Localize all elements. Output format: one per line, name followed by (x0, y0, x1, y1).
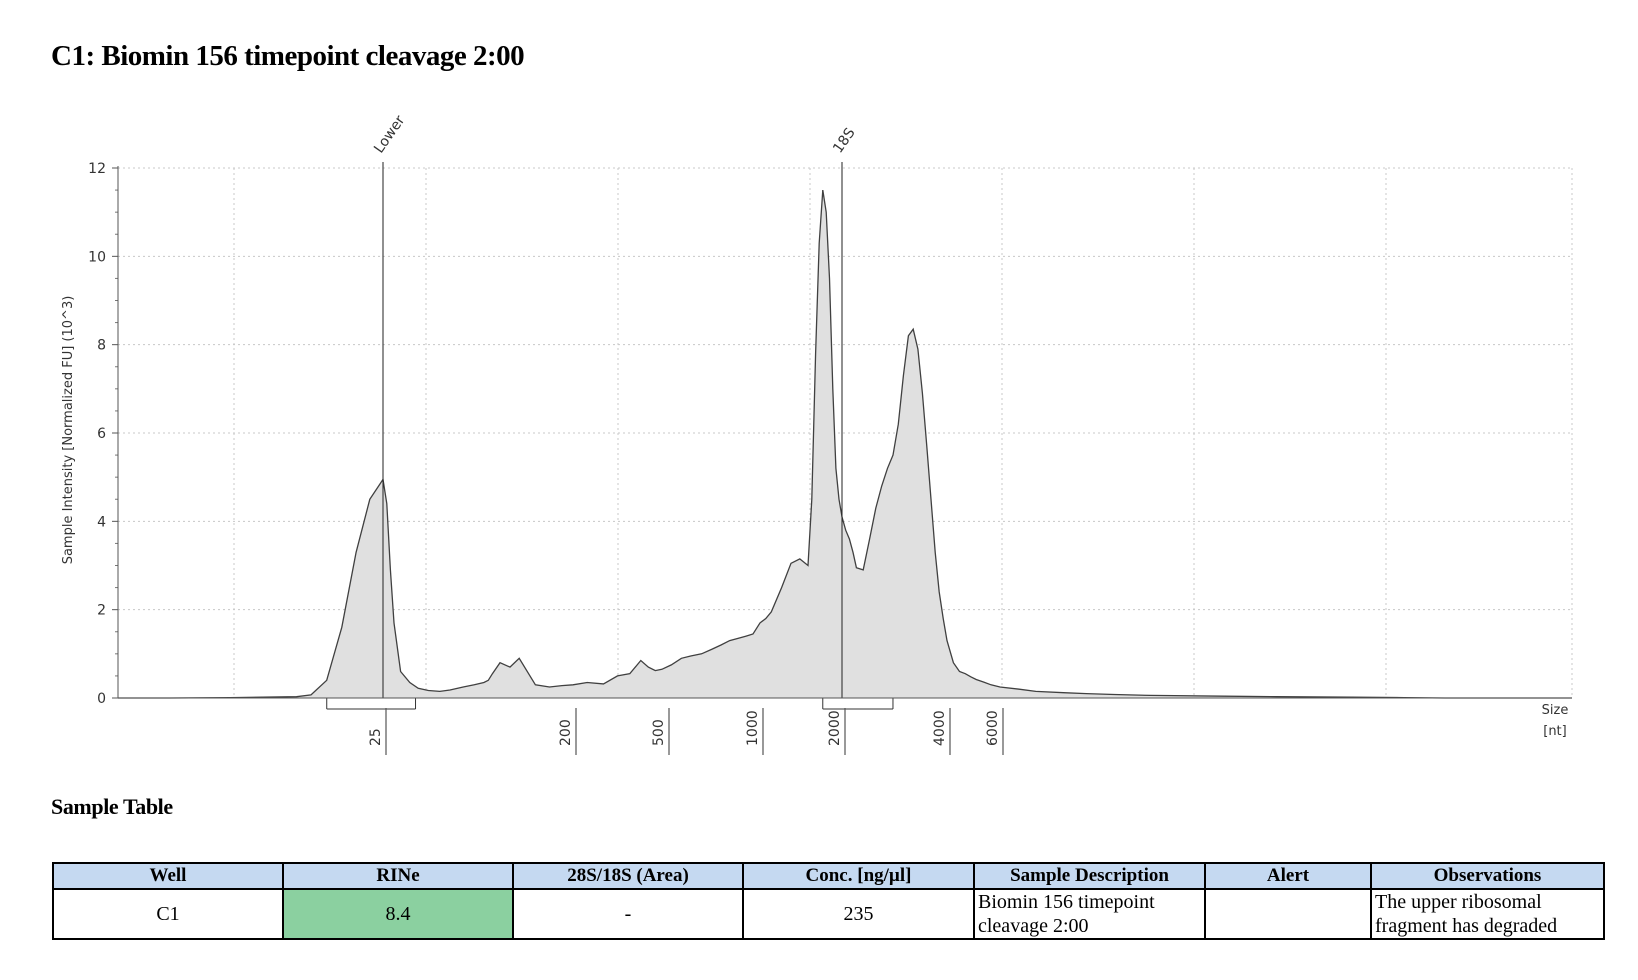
y-axis-label: Sample Intensity [Normalized FU] (10^3) (61, 296, 76, 565)
col-header-rine: RINe (282, 862, 514, 890)
x-axis-label-line-1: Size (1542, 703, 1569, 718)
x-tick-label: 200 (558, 719, 574, 746)
trace-line (118, 190, 1572, 699)
col-header-conc: Conc. [ng/µl] (742, 862, 975, 890)
x-tick-label: 25 (368, 728, 384, 746)
y-tick-label: 4 (97, 514, 106, 530)
description-line-2: cleavage 2:00 (978, 915, 1089, 937)
cell-ratio: - (512, 888, 744, 940)
cell-conc: 235 (742, 888, 975, 940)
page-title: C1: Biomin 156 timepoint cleavage 2:00 (51, 40, 525, 72)
peak-label: 18S (830, 125, 858, 156)
cell-description: Biomin 156 timepoint cleavage 2:00 (973, 888, 1206, 940)
peak-label: Lower (371, 113, 408, 157)
x-tick-label: 2000 (827, 710, 843, 746)
x-axis-label-line-2: [nt] (1543, 724, 1566, 739)
description-line-1: Biomin 156 timepoint (978, 891, 1155, 913)
x-tick-label: 4000 (932, 710, 948, 746)
cell-observations: The upper ribosomal fragment has degraded (1370, 888, 1605, 940)
x-tick-label: 500 (651, 719, 667, 746)
y-tick-label: 6 (97, 426, 106, 442)
col-header-description: Sample Description (973, 862, 1206, 890)
table-row: C1 8.4 - 235 Biomin 156 timepoint cleavag… (52, 888, 1605, 940)
observations-line-2: fragment has degraded (1375, 915, 1558, 937)
col-header-observations: Observations (1370, 862, 1605, 890)
y-tick-label: 12 (88, 161, 106, 177)
col-header-alert: Alert (1204, 862, 1372, 890)
x-tick-label: 6000 (985, 710, 1001, 746)
sample-table: Well RINe 28S/18S (Area) Conc. [ng/µl] S… (52, 862, 1605, 940)
sample-table-title: Sample Table (51, 794, 173, 819)
col-header-well: Well (52, 862, 284, 890)
cell-alert (1204, 888, 1372, 940)
y-tick-label: 8 (97, 338, 106, 354)
trace-fill (118, 190, 1572, 698)
axes: 0 2 4 6 8 10 12 25 200 500 1000 2000 4000 6000 (88, 161, 1572, 755)
observations-line-1: The upper ribosomal (1375, 891, 1542, 913)
trace-area (118, 190, 1572, 699)
y-tick-label: 0 (97, 691, 106, 707)
x-tick-label: 1000 (745, 710, 761, 746)
table-header-row: Well RINe 28S/18S (Area) Conc. [ng/µl] S… (52, 862, 1605, 890)
y-tick-label: 10 (88, 249, 106, 265)
cell-rine: 8.4 (282, 888, 514, 940)
y-tick-label: 2 (97, 603, 106, 619)
cell-well: C1 (52, 888, 284, 940)
electropherogram-chart: Lower 18S 0 2 4 6 8 10 12 25 200 500 1000 2000 4000 60… (61, 113, 1573, 755)
col-header-ratio: 28S/18S (Area) (512, 862, 744, 890)
